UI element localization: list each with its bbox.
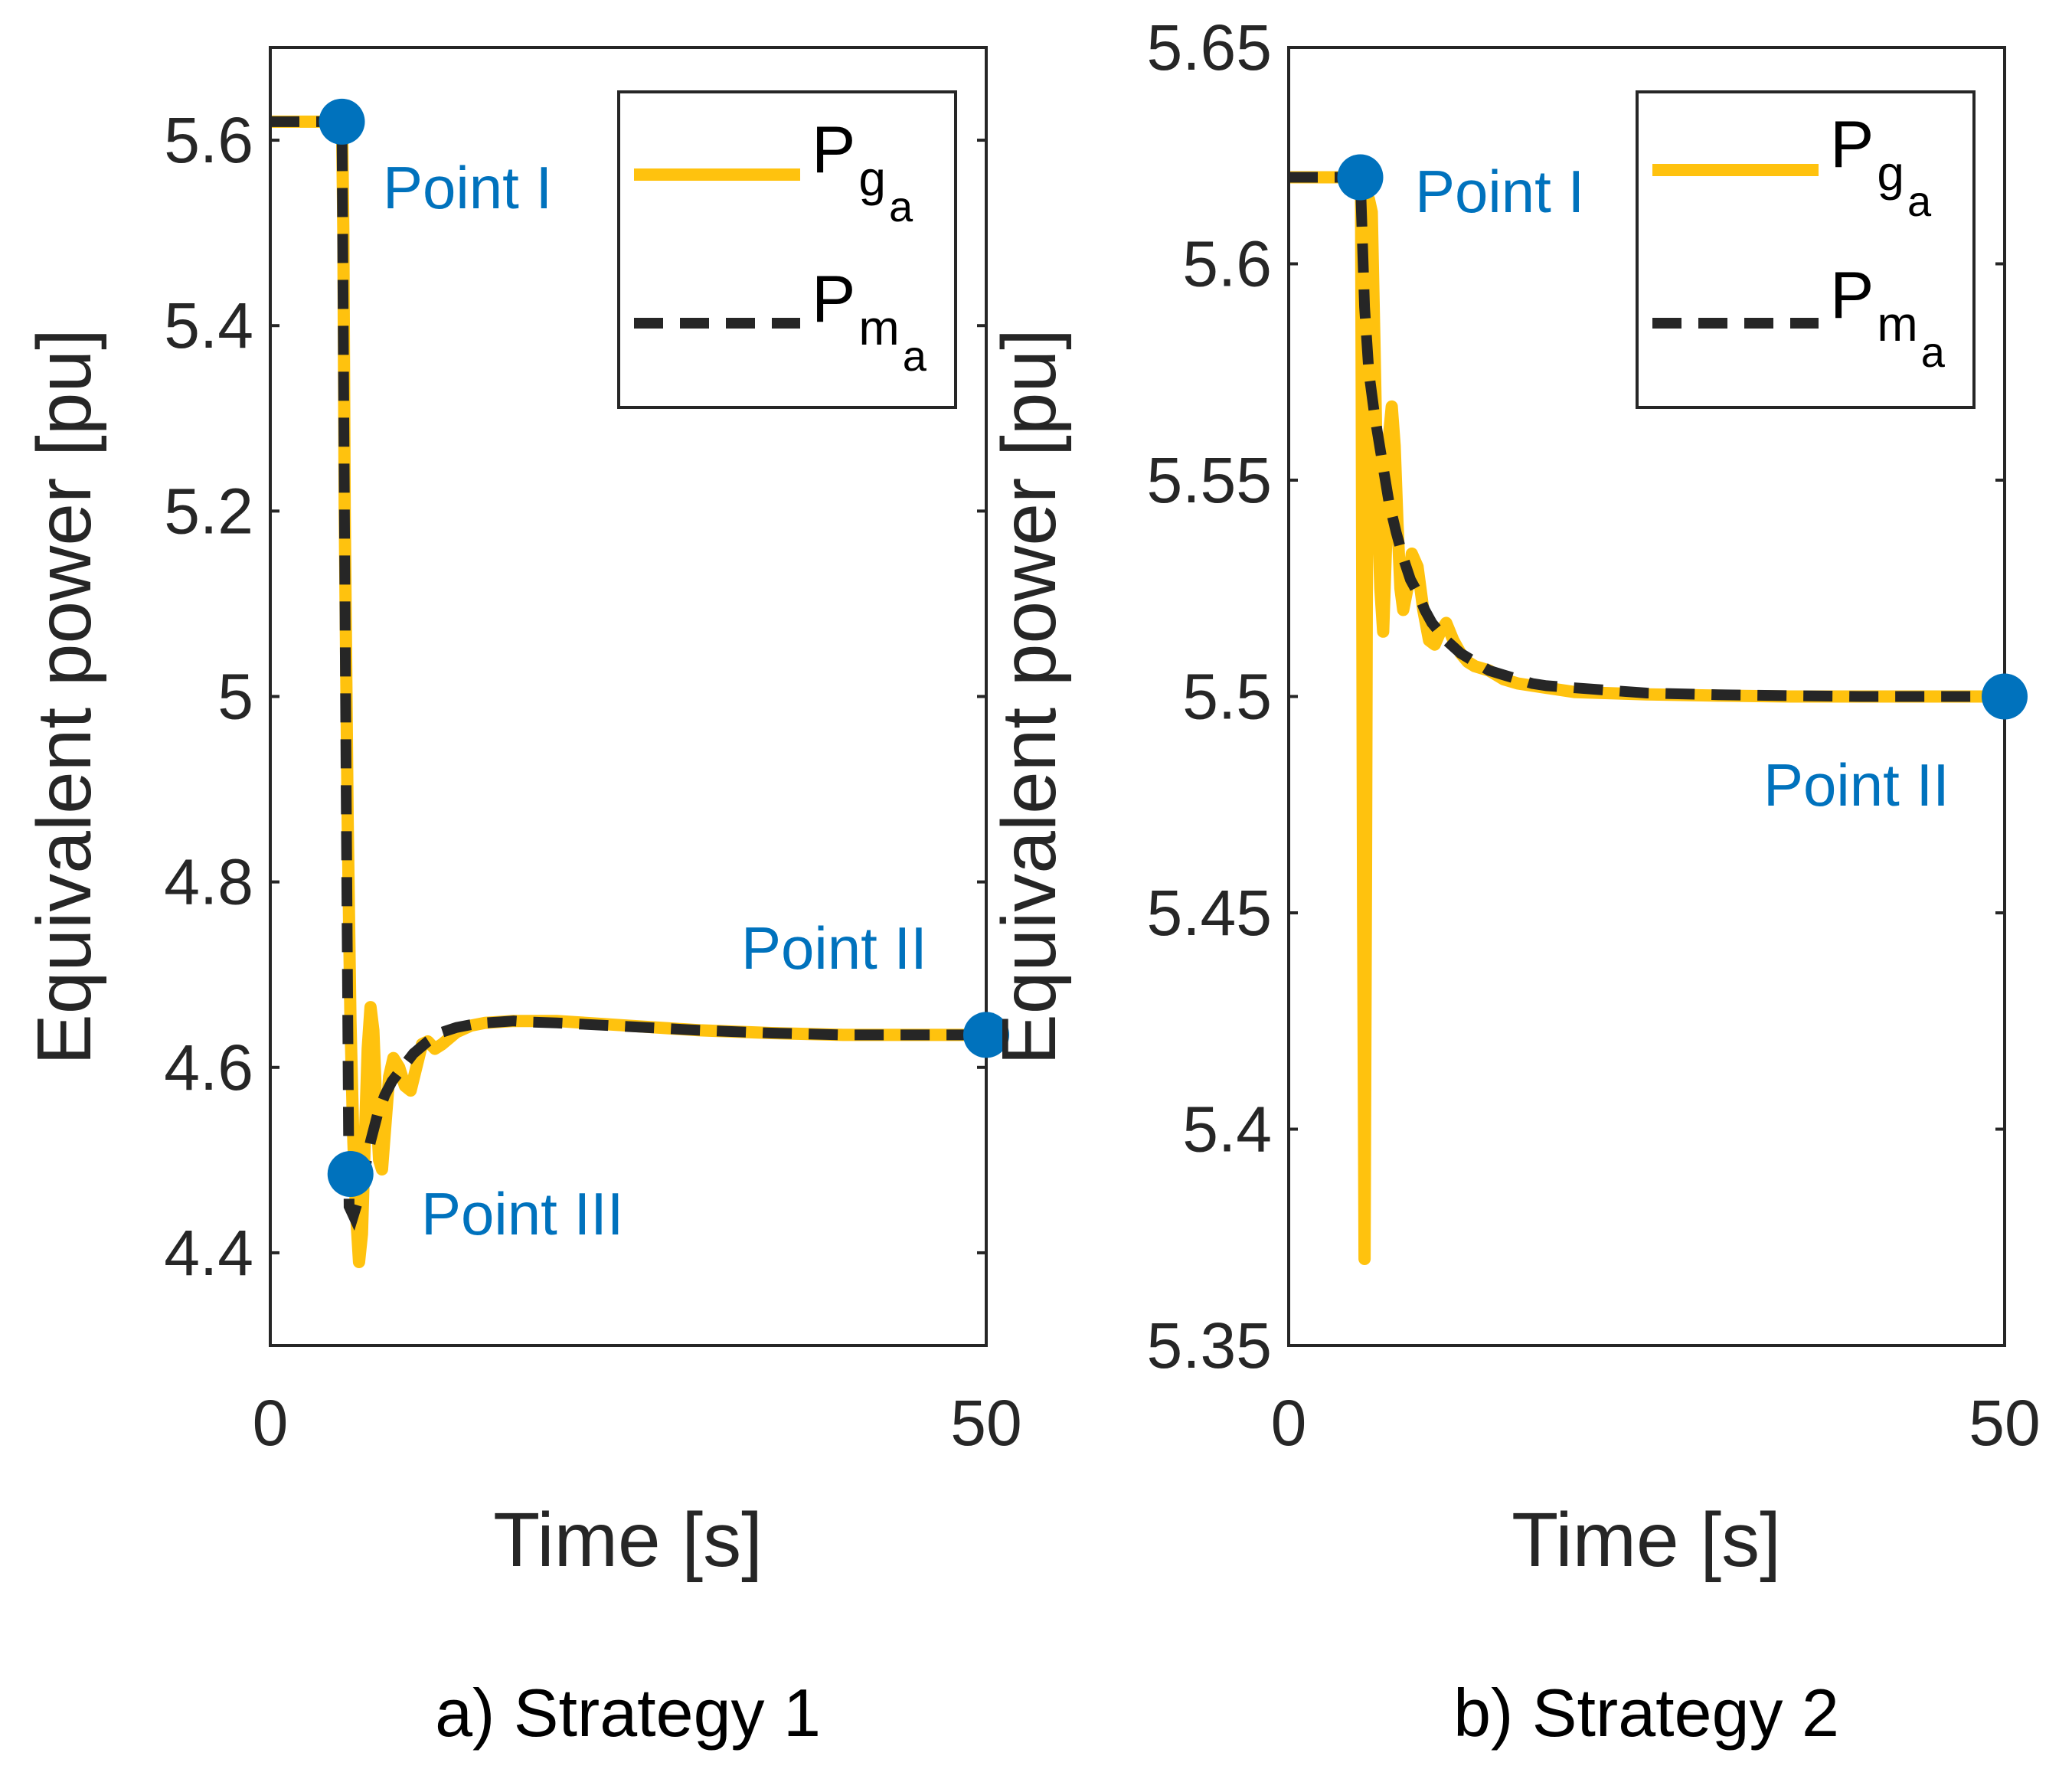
- y-tick-label: 5.4: [1182, 1094, 1272, 1166]
- legend-label-pm-sub: m: [1877, 296, 1917, 352]
- x-axis-label: Time [s]: [1512, 1497, 1781, 1583]
- legend-label-pm: Pma: [812, 263, 927, 380]
- legend-label-pg: Pga: [812, 113, 913, 231]
- y-tick-label: 4.8: [164, 846, 253, 918]
- marker-point-i: [1337, 154, 1384, 201]
- legend-box: [617, 90, 957, 409]
- y-ticks-a: 4.4 4.6 4.8 5 5.2 5.4 5.6: [164, 104, 986, 1289]
- legend-label-pg-main: P: [812, 113, 855, 187]
- x-tick-label: 50: [1969, 1387, 2040, 1459]
- y-tick-label: 5: [217, 661, 253, 733]
- y-ticks-b: 5.35 5.4 5.45 5.5 5.55 5.6 5.65: [1147, 11, 2005, 1382]
- legend-b: Pga Pma: [1636, 90, 1976, 409]
- legend-a: Pga Pma: [617, 90, 957, 409]
- series-line-pm: [1289, 172, 2005, 702]
- annotation-point-ii: Point II: [741, 914, 927, 982]
- legend-label-pg-main: P: [1830, 108, 1874, 181]
- panel-caption: b) Strategy 2: [1453, 1675, 1839, 1751]
- legend-label-pm-sub: m: [858, 300, 899, 355]
- marker-point-i: [319, 98, 365, 145]
- legend-label-pg-subsub: a: [1907, 177, 1932, 225]
- y-tick-label: 5.55: [1147, 444, 1273, 516]
- y-tick-label: 4.4: [164, 1217, 253, 1289]
- annotation-point-iii: Point III: [421, 1180, 623, 1247]
- series-line-pm: [270, 116, 986, 1231]
- y-tick-label: 5.2: [164, 475, 253, 547]
- legend-label-pm-subsub: a: [1921, 328, 1946, 376]
- y-axis-label: Equivalent power [pu]: [986, 329, 1072, 1065]
- annotation-point-i: Point I: [383, 154, 552, 221]
- y-tick-label: 5.6: [1182, 228, 1272, 300]
- legend-label-pm-main: P: [1830, 259, 1874, 332]
- y-tick-label: 5.4: [164, 289, 253, 361]
- annotation-point-i: Point I: [1415, 158, 1584, 225]
- legend-label-pm-subsub: a: [903, 332, 927, 380]
- y-tick-label: 5.45: [1147, 877, 1273, 949]
- legend-label-pg-sub: g: [1877, 146, 1904, 201]
- legend-label-pg-sub: g: [858, 151, 886, 206]
- y-tick-label: 5.5: [1182, 661, 1272, 733]
- legend-box: [1636, 90, 1976, 409]
- x-tick-label: 50: [950, 1387, 1021, 1459]
- y-axis-label: Equivalent power [pu]: [21, 329, 107, 1065]
- panel-b: 5.35 5.4 5.45 5.5 5.55 5.6 5.65 0 50 Equivalent…: [986, 11, 2041, 1751]
- legend-label-pm: Pma: [1830, 259, 1946, 376]
- y-tick-label: 5.65: [1147, 11, 1273, 83]
- legend-label-pg-subsub: a: [889, 182, 913, 231]
- annotation-point-ii: Point II: [1763, 751, 1949, 819]
- marker-point-ii: [1982, 673, 2028, 720]
- panel-a: 4.4 4.6 4.8 5 5.2 5.4 5.6 0 50 Equivalent power…: [21, 46, 1022, 1751]
- x-tick-label: 0: [1271, 1387, 1307, 1459]
- x-ticks-b: 0 50: [1271, 47, 2041, 1459]
- x-tick-label: 0: [253, 1387, 289, 1459]
- legend-label-pg: Pga: [1830, 108, 1932, 225]
- legend-label-pm-main: P: [812, 263, 855, 336]
- marker-point-ii: [963, 1012, 1009, 1058]
- marker-point-iii: [327, 1151, 374, 1198]
- x-axis-label: Time [s]: [493, 1497, 763, 1583]
- plot-a-series: [270, 115, 986, 1268]
- plot-b-series: [1289, 171, 2005, 1265]
- y-tick-label: 5.35: [1147, 1310, 1273, 1382]
- y-tick-label: 5.6: [164, 104, 253, 176]
- panel-caption: a) Strategy 1: [435, 1675, 821, 1751]
- x-ticks-a: 0 50: [253, 47, 1022, 1459]
- y-tick-label: 4.6: [164, 1032, 253, 1104]
